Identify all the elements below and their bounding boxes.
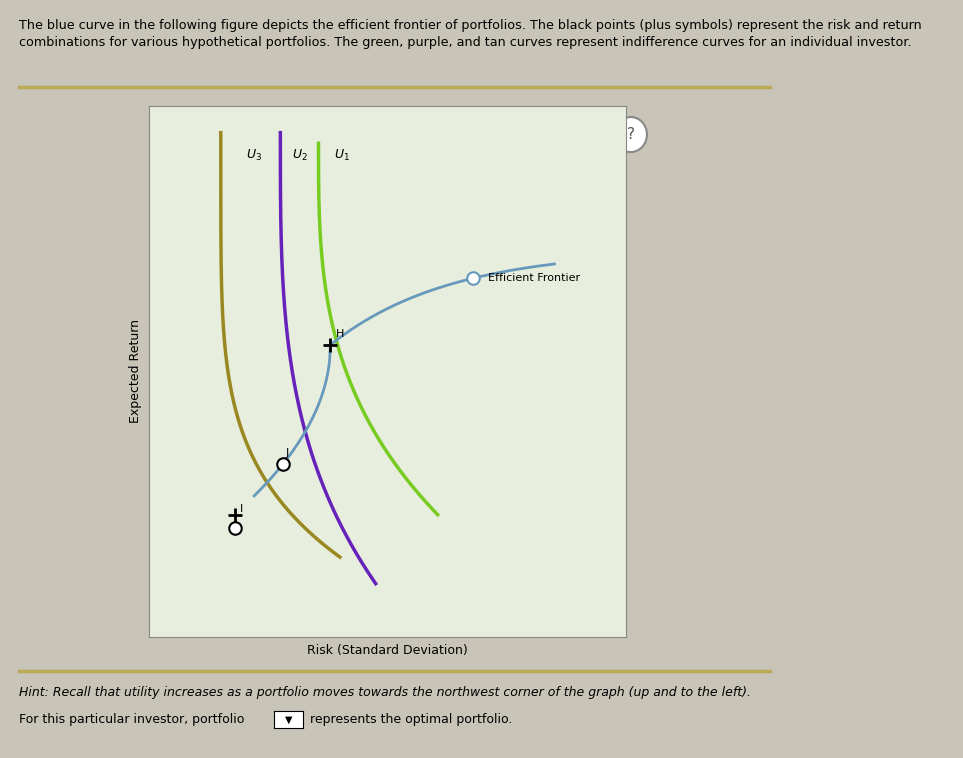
Text: H: H <box>336 329 345 339</box>
Text: ?: ? <box>627 127 635 142</box>
Text: J: J <box>285 448 288 459</box>
Y-axis label: Expected Return: Expected Return <box>129 319 143 424</box>
Text: represents the optimal portfolio.: represents the optimal portfolio. <box>310 713 512 725</box>
Text: I: I <box>240 504 243 514</box>
Text: The blue curve in the following figure depicts the efficient frontier of portfol: The blue curve in the following figure d… <box>19 19 922 32</box>
X-axis label: Risk (Standard Deviation): Risk (Standard Deviation) <box>307 644 468 656</box>
Text: Efficient Frontier: Efficient Frontier <box>487 273 580 283</box>
Text: For this particular investor, portfolio: For this particular investor, portfolio <box>19 713 245 725</box>
Text: Hint: Recall that utility increases as a portfolio moves towards the northwest c: Hint: Recall that utility increases as a… <box>19 686 751 699</box>
Text: $U_2$: $U_2$ <box>292 148 307 163</box>
Text: combinations for various hypothetical portfolios. The green, purple, and tan cur: combinations for various hypothetical po… <box>19 36 912 49</box>
Text: ▼: ▼ <box>285 716 293 725</box>
Circle shape <box>614 117 647 152</box>
Text: $U_1$: $U_1$ <box>334 148 351 163</box>
Text: $U_3$: $U_3$ <box>247 148 262 163</box>
